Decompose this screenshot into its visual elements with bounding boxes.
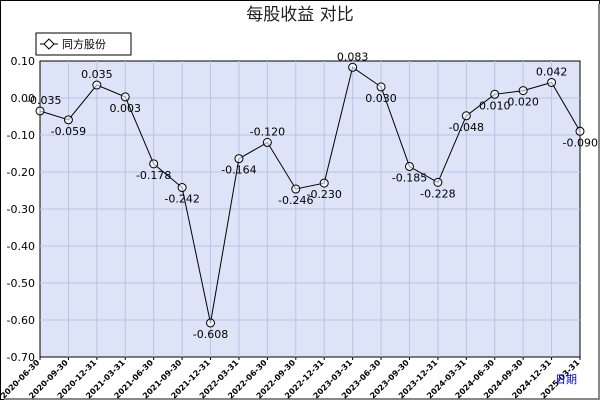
frame-shadow-right (598, 4, 600, 400)
data-point (518, 86, 528, 96)
data-label: -0.608 (193, 328, 228, 341)
y-tick-label: -0.10 (7, 129, 35, 142)
data-point (490, 89, 500, 99)
data-label: 0.020 (507, 96, 539, 109)
data-label: -0.090 (563, 136, 598, 149)
data-point (177, 183, 187, 193)
chart-title: 每股收益 对比 (246, 5, 353, 25)
y-tick-label: -0.40 (7, 240, 35, 253)
data-point (262, 137, 272, 147)
data-label: -0.178 (136, 169, 171, 182)
y-tick-label: 0.00 (11, 92, 36, 105)
x-axis: 2020-06-302020-09-302020-12-312021-03-31… (0, 357, 582, 400)
data-label: 0.042 (536, 65, 568, 78)
frame-shadow-bottom (4, 398, 600, 400)
y-tick-label: 0.10 (11, 55, 36, 68)
data-label: -0.059 (51, 125, 86, 138)
y-tick-label: -0.50 (7, 277, 35, 290)
y-axis: 0.10 0.00 -0.10 -0.20 -0.30 -0.40 -0.50 -0.60 -0… (7, 55, 35, 364)
data-point (92, 80, 102, 90)
data-label: -0.228 (420, 187, 455, 200)
data-label: 0.003 (110, 102, 142, 115)
data-label: -0.230 (306, 188, 341, 201)
data-point (348, 62, 358, 72)
data-point (149, 159, 159, 169)
data-label: 0.010 (479, 99, 511, 112)
data-point (547, 77, 557, 87)
series-line (39, 66, 581, 324)
data-point (35, 106, 45, 116)
y-tick-label: -0.30 (7, 203, 35, 216)
data-label: -0.120 (250, 125, 285, 138)
data-label: -0.164 (221, 164, 256, 177)
data-label: 0.035 (81, 68, 113, 81)
data-point (575, 126, 585, 136)
data-point (319, 178, 329, 188)
data-label: -0.185 (392, 171, 427, 184)
legend-box (35, 32, 132, 56)
series-group: -0.035 -0.059 0.035 0.003 -0.178 -0.242 -0.608… (26, 50, 598, 341)
data-point (291, 184, 301, 194)
data-point (376, 82, 386, 92)
y-tick-label: -0.70 (7, 351, 35, 364)
y-tick-label: -0.20 (7, 166, 35, 179)
y-tick-label: -0.60 (7, 314, 35, 327)
data-label: 0.030 (365, 92, 397, 105)
data-point (206, 318, 216, 328)
data-point (63, 115, 73, 125)
data-point (461, 111, 471, 121)
data-point (404, 161, 414, 171)
data-label: 0.083 (337, 50, 369, 63)
data-point (234, 154, 244, 164)
legend[interactable]: 同方股份 (35, 32, 132, 56)
data-label: -0.246 (278, 194, 313, 207)
data-label: -0.242 (164, 193, 199, 206)
data-point (120, 92, 130, 102)
data-label: -0.035 (26, 94, 61, 107)
data-point (433, 177, 443, 187)
legend-label: 同方股份 (62, 37, 106, 51)
data-label: -0.048 (449, 121, 484, 134)
x-axis-label: 日期 (555, 373, 577, 386)
legend-marker-icon (43, 38, 55, 50)
